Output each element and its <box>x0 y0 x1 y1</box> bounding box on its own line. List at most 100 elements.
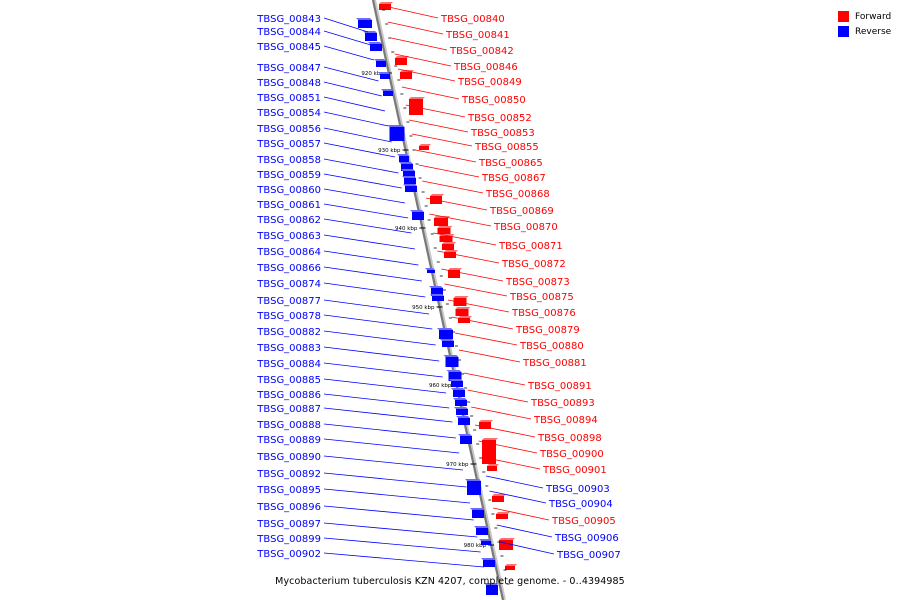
reverse-gene-label: TBSG_00884 <box>256 359 321 370</box>
reverse-gene-label: TBSG_00877 <box>256 296 321 307</box>
reverse-gene-leader <box>323 30 371 46</box>
forward-gene-block-top <box>492 494 506 496</box>
reverse-gene-block <box>376 61 386 67</box>
forward-gene-label: TBSG_00865 <box>478 158 543 169</box>
reverse-gene-block <box>467 481 481 495</box>
reverse-gene-block-top <box>356 18 372 20</box>
reverse-gene-leader <box>323 188 406 204</box>
reverse-gene-label: TBSG_00896 <box>256 502 321 513</box>
reverse-gene-label: TBSG_00856 <box>256 124 321 135</box>
reverse-gene-block <box>401 164 413 171</box>
reverse-gene-block <box>483 560 495 567</box>
forward-gene-block-top <box>455 307 471 309</box>
reverse-gene-block <box>405 186 417 192</box>
forward-gene-label: TBSG_00876 <box>511 308 576 319</box>
forward-gene-leader <box>408 119 469 133</box>
reverse-gene-block-top <box>429 286 443 288</box>
forward-gene-label: TBSG_00873 <box>505 277 570 288</box>
forward-gene-leader <box>500 541 555 555</box>
forward-gene-label: TBSG_00907 <box>556 550 621 561</box>
reverse-gene-label: TBSG_00892 <box>256 469 321 480</box>
forward-gene-block <box>442 244 454 250</box>
forward-gene-label: TBSG_00904 <box>548 499 613 510</box>
reverse-gene-label: TBSG_00847 <box>256 63 321 74</box>
forward-gene-block-top <box>448 268 462 270</box>
scale-tick-label: 920 kbp <box>361 71 384 77</box>
reverse-gene-block <box>439 330 453 339</box>
forward-gene-block-top <box>444 250 458 252</box>
reverse-gene-leader <box>323 282 426 298</box>
forward-gene-leader <box>496 524 553 538</box>
forward-gene-label: TBSG_00850 <box>461 95 526 106</box>
forward-gene-block <box>496 514 508 519</box>
reverse-gene-leader <box>323 407 453 423</box>
forward-gene-block <box>437 228 451 234</box>
reverse-gene-leader <box>323 423 456 439</box>
forward-gene-block-top <box>419 144 431 146</box>
forward-gene-block-top <box>379 2 393 4</box>
forward-gene-leader <box>387 21 444 35</box>
reverse-gene-leader <box>323 45 375 61</box>
reverse-gene-block <box>370 44 382 51</box>
reverse-gene-block-top <box>449 379 463 381</box>
forward-gene-block-top <box>458 316 472 318</box>
forward-gene-label: TBSG_00898 <box>537 433 602 444</box>
reverse-gene-block-top <box>410 210 424 212</box>
forward-gene-leader <box>481 456 541 470</box>
forward-gene-label: TBSG_00841 <box>445 30 510 41</box>
forward-gene-label: TBSG_00905 <box>551 516 616 527</box>
reverse-gene-label: TBSG_00866 <box>256 263 321 274</box>
forward-gene-label: TBSG_00855 <box>474 142 539 153</box>
reverse-gene-leader <box>323 158 399 174</box>
reverse-gene-label: TBSG_00844 <box>256 27 321 38</box>
forward-gene-label: TBSG_00875 <box>509 292 574 303</box>
reverse-gene-block-top <box>374 59 386 61</box>
reverse-gene-label: TBSG_00885 <box>256 375 321 386</box>
reverse-gene-leader <box>323 552 484 568</box>
reverse-gene-block-top <box>470 508 484 510</box>
forward-gene-block <box>487 466 497 471</box>
reverse-gene-block-top <box>402 176 416 178</box>
forward-gene-block-top <box>442 242 456 244</box>
reverse-gene-block-top <box>446 370 462 372</box>
forward-gene-leader <box>471 406 532 420</box>
forward-gene-block <box>479 422 491 429</box>
forward-gene-leader <box>447 299 510 313</box>
forward-gene-leader <box>486 475 544 489</box>
reverse-swatch <box>838 26 849 37</box>
reverse-gene-leader <box>323 522 478 538</box>
reverse-gene-block <box>458 418 470 425</box>
forward-gene-leader <box>405 104 466 118</box>
forward-gene-leader <box>384 5 439 19</box>
forward-gene-label: TBSG_00894 <box>533 415 598 426</box>
forward-gene-leader <box>451 316 514 330</box>
reverse-gene-label: TBSG_00857 <box>256 139 321 150</box>
genome-caption: Mycobacterium tuberculosis KZN 4207, com… <box>275 576 625 587</box>
forward-gene-leader <box>418 164 480 178</box>
legend: Forward Reverse <box>838 9 891 39</box>
reverse-gene-block <box>389 127 405 141</box>
reverse-gene-block-top <box>451 388 465 390</box>
forward-gene-label: TBSG_00880 <box>519 341 584 352</box>
forward-gene-block-top <box>409 97 425 99</box>
reverse-gene-block-top <box>381 89 393 91</box>
reverse-gene-block-top <box>430 294 444 296</box>
reverse-gene-block <box>431 288 443 296</box>
reverse-gene-leader <box>323 346 440 362</box>
reverse-gene-block-top <box>440 339 454 341</box>
reverse-gene-block <box>383 91 393 96</box>
forward-gene-leader <box>437 250 500 264</box>
reverse-gene-label: TBSG_00848 <box>256 78 321 89</box>
forward-gene-block-top <box>430 194 444 196</box>
forward-gene-block-top <box>453 296 469 298</box>
reverse-gene-label: TBSG_00882 <box>256 327 321 338</box>
forward-gene-label: TBSG_00893 <box>530 398 595 409</box>
forward-gene-label: TBSG_00840 <box>440 14 505 25</box>
reverse-gene-block <box>412 212 424 220</box>
reverse-gene-label: TBSG_00861 <box>256 200 321 211</box>
forward-gene-block <box>439 236 453 242</box>
reverse-gene-block <box>403 171 415 177</box>
forward-gene-block-top <box>496 512 510 514</box>
forward-gene-leader <box>455 332 518 346</box>
forward-gene-block <box>482 440 496 464</box>
